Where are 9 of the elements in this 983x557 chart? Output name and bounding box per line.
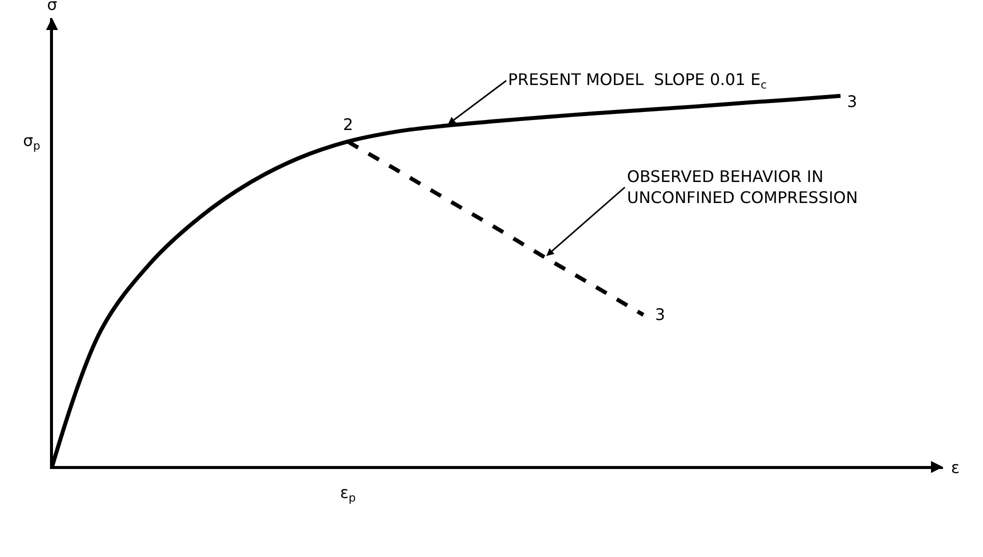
annotation: 3 bbox=[655, 305, 666, 324]
annotation: OBSERVED BEHAVIOR IN UNCONFINED COMPRESSION bbox=[627, 167, 858, 207]
annotation: 3 bbox=[847, 92, 858, 111]
text: ε$_{p}$ bbox=[340, 483, 356, 504]
annotation: σ$_{p}$ bbox=[23, 131, 40, 152]
text: ε bbox=[951, 458, 960, 477]
text: σ bbox=[47, 0, 58, 14]
annotation: 2 bbox=[343, 115, 354, 134]
text: PRESENT MODEL SLOPE 0.01 E$_{c}$ bbox=[508, 70, 767, 92]
